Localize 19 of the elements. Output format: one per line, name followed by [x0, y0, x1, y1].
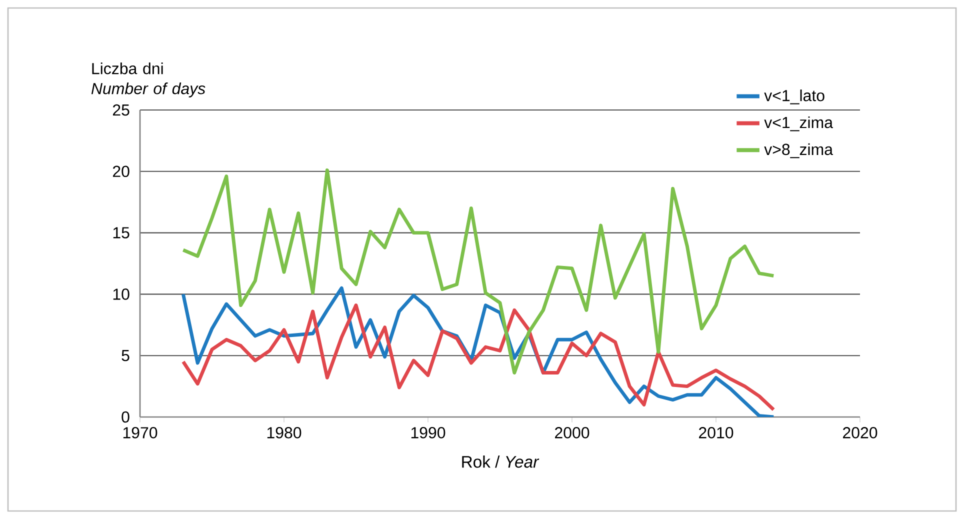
legend-label: v<1_lato: [764, 90, 824, 104]
legend-label: v<1_zima: [764, 116, 834, 132]
x-tick-label: 1980: [267, 427, 302, 438]
y-tick-label: 5: [122, 350, 130, 362]
line-series: [181, 168, 776, 375]
x-tick-label: 1970: [123, 427, 158, 438]
y-axis-title: Liczba dni Number of days: [91, 62, 206, 98]
y-tick-label: 15: [113, 227, 130, 238]
x-tick-label: 1990: [411, 427, 446, 438]
x-tick-label: 2000: [555, 427, 590, 438]
x-tick-label: 2010: [698, 427, 734, 438]
legend-label: v>8_zima: [764, 143, 834, 158]
y-tick-label: 20: [112, 166, 130, 178]
y-tick-label: 10: [113, 288, 130, 300]
y-tick-label: 25: [112, 104, 130, 116]
y-tick-label: 0: [122, 411, 130, 423]
x-tick-label: 2020: [842, 427, 878, 438]
x-axis-title: Rok / Year: [462, 456, 540, 468]
line-series: [181, 304, 776, 412]
